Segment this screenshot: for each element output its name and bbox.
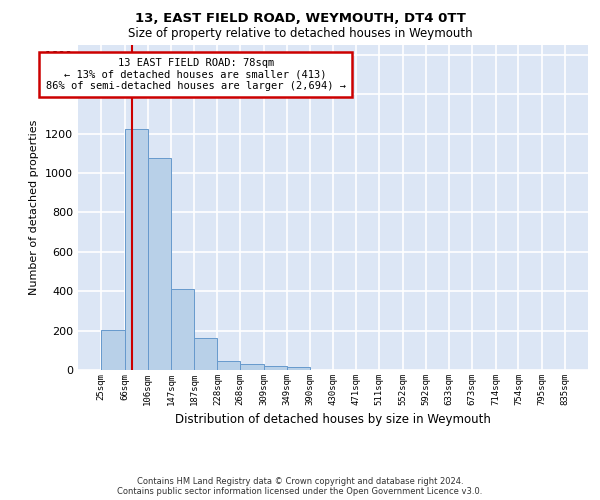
Text: Size of property relative to detached houses in Weymouth: Size of property relative to detached ho… (128, 28, 472, 40)
Text: 13, EAST FIELD ROAD, WEYMOUTH, DT4 0TT: 13, EAST FIELD ROAD, WEYMOUTH, DT4 0TT (134, 12, 466, 26)
Bar (148, 158, 171, 370)
Bar (240, 364, 264, 370)
Bar (125, 128, 148, 370)
Y-axis label: Number of detached properties: Number of detached properties (29, 120, 40, 295)
Text: 13 EAST FIELD ROAD: 78sqm
← 13% of detached houses are smaller (413)
86% of semi: 13 EAST FIELD ROAD: 78sqm ← 13% of detac… (46, 58, 346, 91)
Bar (287, 366, 310, 370)
Bar (217, 361, 240, 370)
X-axis label: Distribution of detached houses by size in Weymouth: Distribution of detached houses by size … (175, 414, 491, 426)
Bar (101, 330, 125, 370)
Bar (171, 289, 194, 370)
Text: Contains HM Land Registry data © Crown copyright and database right 2024.
Contai: Contains HM Land Registry data © Crown c… (118, 476, 482, 496)
Bar (194, 338, 217, 370)
Bar (264, 366, 287, 370)
